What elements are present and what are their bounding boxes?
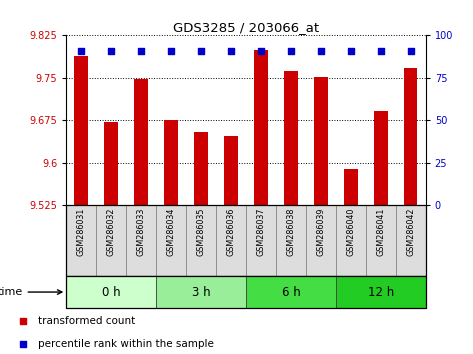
Point [257,48,265,53]
Point [167,48,175,53]
Text: GSM286036: GSM286036 [227,207,236,256]
Bar [336,205,366,276]
Point [20,318,27,324]
Bar [314,77,328,205]
Bar [156,205,186,276]
Text: time: time [0,287,62,297]
Text: GSM286032: GSM286032 [106,207,116,256]
Point [347,48,355,53]
Text: GSM286033: GSM286033 [137,207,146,256]
Text: percentile rank within the sample: percentile rank within the sample [37,339,213,349]
Bar [164,120,178,205]
Point [107,48,115,53]
Text: transformed count: transformed count [37,316,135,326]
Point [227,48,235,53]
Bar [186,205,216,276]
Bar [74,56,88,205]
Text: 0 h: 0 h [102,286,121,298]
Bar [216,205,246,276]
Bar [396,205,426,276]
Text: GSM286038: GSM286038 [286,207,296,256]
Bar [366,205,396,276]
Bar [336,276,426,308]
Bar [105,122,118,205]
Text: GSM286041: GSM286041 [376,207,385,256]
Bar [284,71,298,205]
Bar [66,276,156,308]
Point [78,48,85,53]
Text: GSM286042: GSM286042 [406,207,415,256]
Bar [344,169,358,205]
Text: 12 h: 12 h [368,286,394,298]
Bar [306,205,336,276]
Bar [156,276,246,308]
Point [407,48,414,53]
Text: GSM286034: GSM286034 [166,207,175,256]
Bar [276,205,306,276]
Bar [66,205,96,276]
Point [287,48,295,53]
Bar [374,111,387,205]
Point [20,341,27,347]
Point [197,48,205,53]
Title: GDS3285 / 203066_at: GDS3285 / 203066_at [173,21,319,34]
Text: GSM286039: GSM286039 [316,207,325,256]
Bar [246,205,276,276]
Bar [404,68,418,205]
Point [317,48,324,53]
Bar [224,136,238,205]
Text: GSM286040: GSM286040 [346,207,355,256]
Bar [194,132,208,205]
Bar [126,205,156,276]
Text: 6 h: 6 h [281,286,300,298]
Text: 3 h: 3 h [192,286,210,298]
Text: GSM286031: GSM286031 [77,207,86,256]
Text: GSM286035: GSM286035 [196,207,206,256]
Bar [96,205,126,276]
Point [137,48,145,53]
Bar [254,50,268,205]
Bar [134,79,148,205]
Text: GSM286037: GSM286037 [256,207,265,256]
Point [377,48,385,53]
Bar [246,276,336,308]
